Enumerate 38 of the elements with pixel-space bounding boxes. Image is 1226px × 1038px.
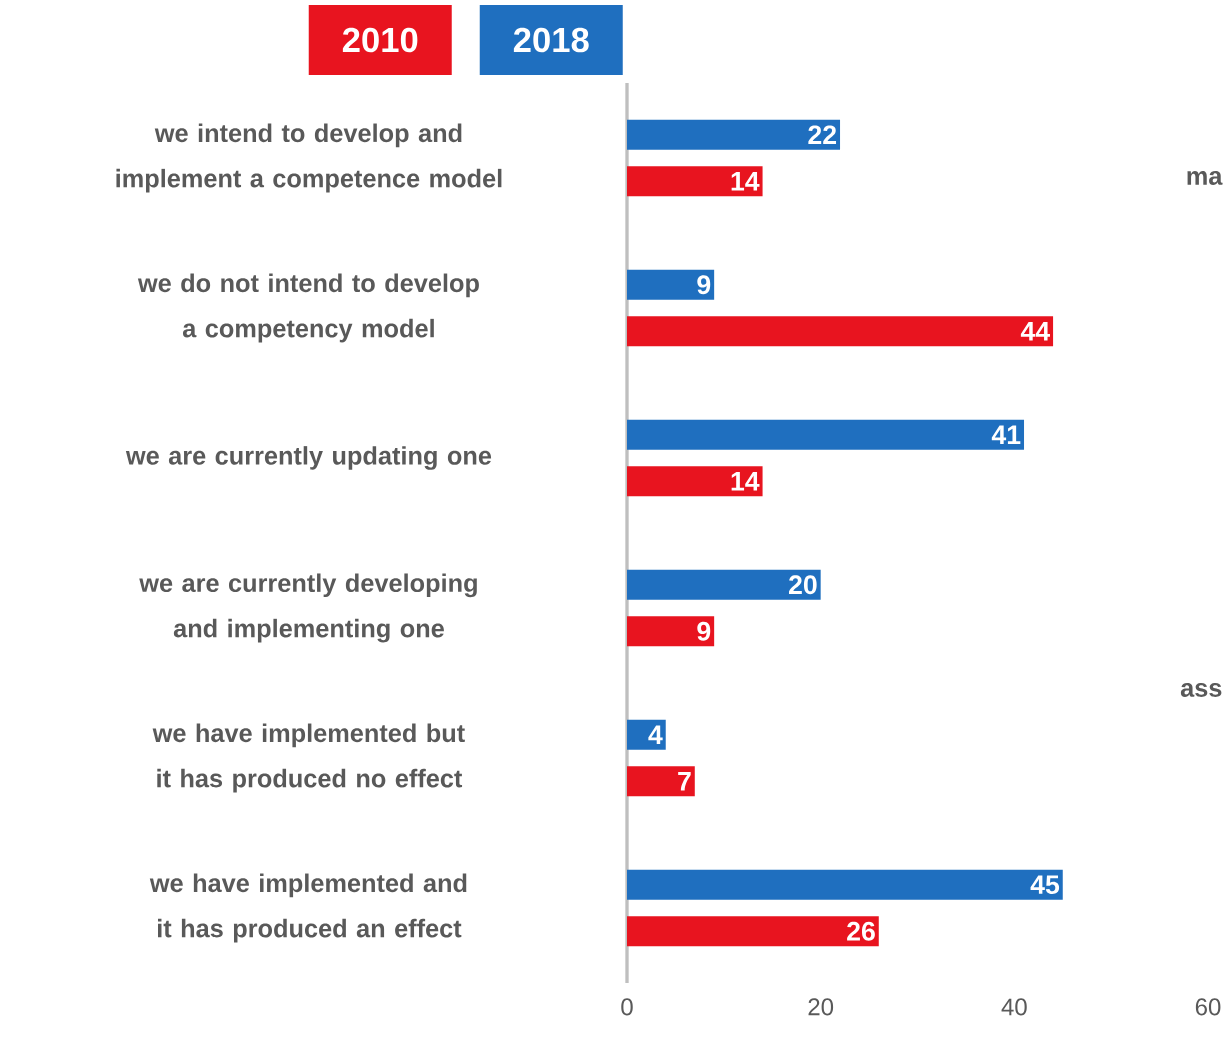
data-label: 4 [648, 725, 663, 744]
x-tick-label: 0 [621, 998, 633, 1016]
text: 2010 [342, 27, 418, 53]
x-tick-label: 60 [1195, 998, 1221, 1016]
data-label: 22 [808, 125, 837, 145]
data-label: 44 [1020, 322, 1050, 341]
data-label: 14 [731, 172, 760, 191]
bar [627, 916, 879, 947]
x-tick-label: 20 [808, 998, 834, 1016]
bar [627, 869, 1063, 900]
bar [627, 466, 763, 497]
bar [627, 166, 763, 197]
y-tick-label: we have implemented and it has produced an effect [149, 873, 467, 943]
data-label: 26 [847, 921, 875, 941]
bar [627, 419, 1025, 450]
x-tick-label: 40 [1001, 998, 1027, 1016]
data-label: 9 [697, 275, 711, 295]
data-label: 45 [1030, 875, 1060, 895]
text: 2018 [513, 27, 589, 53]
y-tick-label: we intend to develop and implement a competence model [116, 123, 502, 193]
bar [627, 119, 841, 150]
annotation: ass [1180, 683, 1222, 697]
y-tick-label: we have implemented but it has produced no effect [152, 723, 465, 793]
bar [627, 569, 821, 600]
bar [627, 269, 715, 300]
bar [627, 719, 666, 750]
y-tick-label: we are currently updating one [125, 446, 492, 470]
bar [627, 316, 1054, 347]
y-tick-label: we are currently developing and implementing one [139, 573, 477, 643]
bar [627, 766, 695, 797]
data-label: 20 [789, 575, 817, 595]
data-label: 14 [731, 472, 760, 491]
data-label: 9 [697, 621, 711, 641]
data-label: 7 [678, 772, 691, 791]
y-tick-label: we do not intend to develop a competency model [137, 273, 479, 343]
data-label: 41 [991, 425, 1021, 444]
bar [627, 616, 715, 647]
annotation: ma [1187, 171, 1223, 185]
